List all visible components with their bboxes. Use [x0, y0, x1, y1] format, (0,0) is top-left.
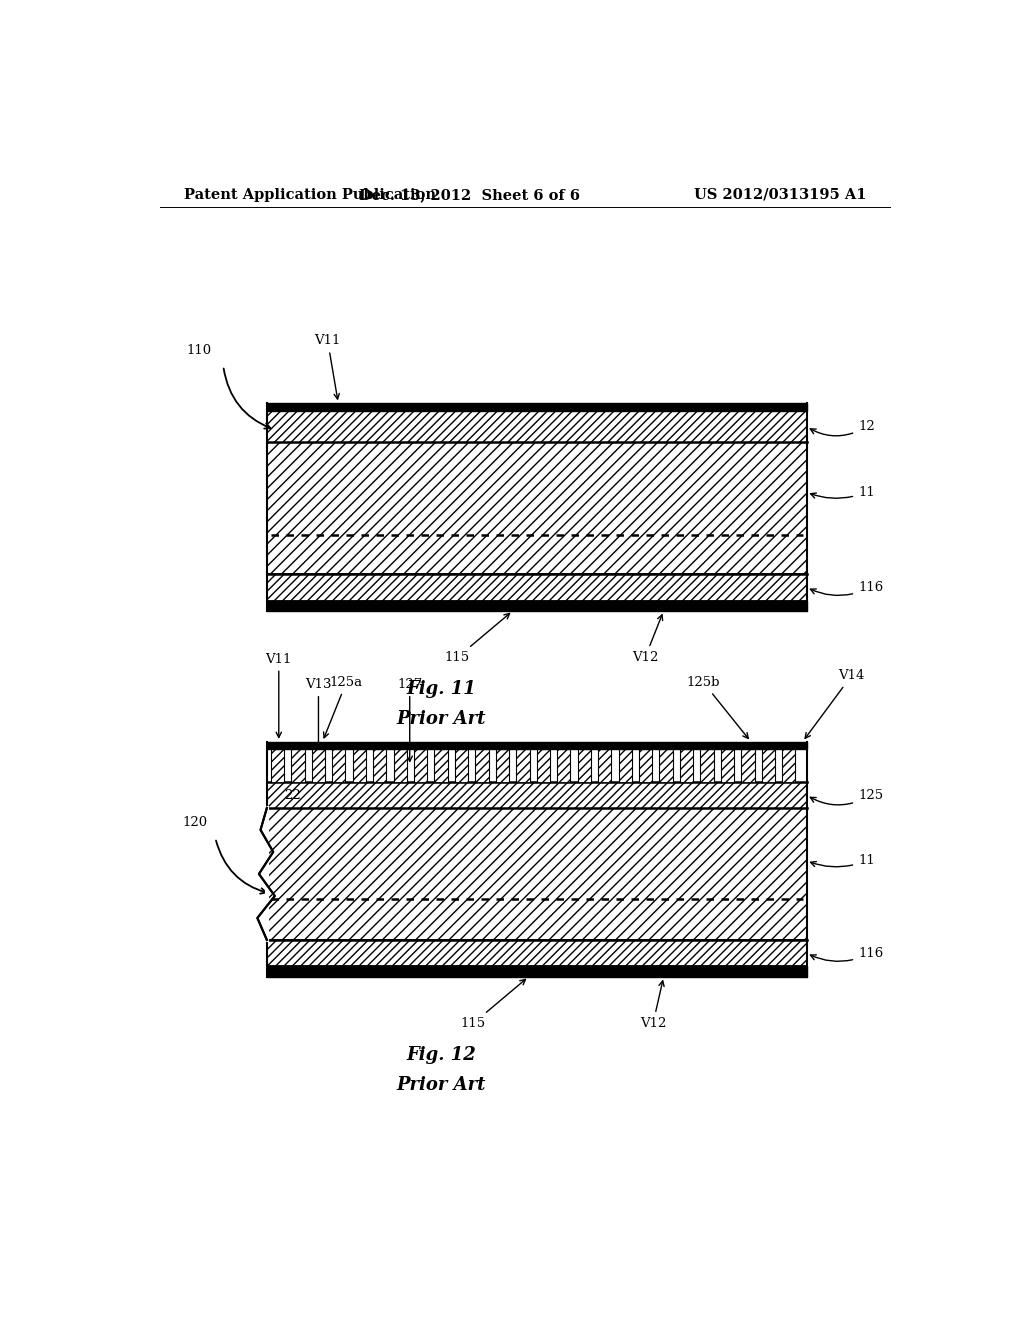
- Text: 22: 22: [285, 788, 301, 801]
- Bar: [373, 748, 386, 783]
- Bar: [270, 748, 284, 783]
- Bar: [782, 748, 796, 783]
- Bar: [578, 748, 591, 783]
- Text: US 2012/0313195 A1: US 2012/0313195 A1: [693, 187, 866, 202]
- Bar: [393, 748, 407, 783]
- Text: V14: V14: [805, 669, 864, 738]
- Text: 116: 116: [810, 946, 884, 961]
- Text: Fig. 11: Fig. 11: [407, 680, 476, 698]
- Text: 116: 116: [810, 581, 884, 595]
- Text: 125: 125: [810, 788, 884, 805]
- Text: 125b: 125b: [687, 676, 749, 738]
- Text: 11: 11: [811, 854, 874, 867]
- Text: V11: V11: [265, 652, 292, 738]
- Bar: [332, 748, 345, 783]
- Bar: [352, 748, 366, 783]
- Text: Dec. 13, 2012  Sheet 6 of 6: Dec. 13, 2012 Sheet 6 of 6: [358, 187, 580, 202]
- Text: 115: 115: [444, 614, 510, 664]
- Bar: [311, 748, 325, 783]
- Bar: [267, 442, 807, 574]
- Text: V11: V11: [314, 334, 341, 399]
- Bar: [680, 748, 693, 783]
- Bar: [434, 748, 447, 783]
- Text: Prior Art: Prior Art: [396, 1076, 486, 1094]
- Bar: [414, 748, 427, 783]
- Bar: [496, 748, 509, 783]
- Bar: [700, 748, 714, 783]
- Bar: [537, 748, 550, 783]
- Bar: [267, 742, 807, 748]
- Bar: [267, 404, 807, 412]
- Text: 11: 11: [811, 486, 874, 499]
- Text: 12: 12: [810, 420, 874, 436]
- Bar: [618, 748, 632, 783]
- Bar: [762, 748, 775, 783]
- Text: 127: 127: [397, 678, 422, 762]
- Text: V13: V13: [305, 678, 332, 779]
- Bar: [267, 412, 807, 442]
- Bar: [659, 748, 673, 783]
- Bar: [721, 748, 734, 783]
- Text: 125a: 125a: [324, 676, 362, 738]
- Bar: [267, 940, 807, 966]
- Text: V12: V12: [640, 981, 667, 1030]
- Bar: [455, 748, 468, 783]
- Text: V12: V12: [632, 615, 663, 664]
- Bar: [267, 601, 807, 611]
- Bar: [557, 748, 570, 783]
- Bar: [475, 748, 488, 783]
- Bar: [639, 748, 652, 783]
- Bar: [267, 574, 807, 601]
- Text: Fig. 12: Fig. 12: [407, 1045, 476, 1064]
- Text: Patent Application Publication: Patent Application Publication: [183, 187, 435, 202]
- Bar: [267, 783, 807, 808]
- Text: 110: 110: [186, 345, 212, 356]
- Text: 115: 115: [461, 979, 525, 1030]
- Bar: [516, 748, 529, 783]
- Bar: [267, 966, 807, 977]
- Bar: [598, 748, 611, 783]
- Text: Prior Art: Prior Art: [396, 710, 486, 729]
- Bar: [291, 748, 304, 783]
- Bar: [267, 808, 807, 940]
- Text: 120: 120: [183, 816, 208, 829]
- Bar: [741, 748, 755, 783]
